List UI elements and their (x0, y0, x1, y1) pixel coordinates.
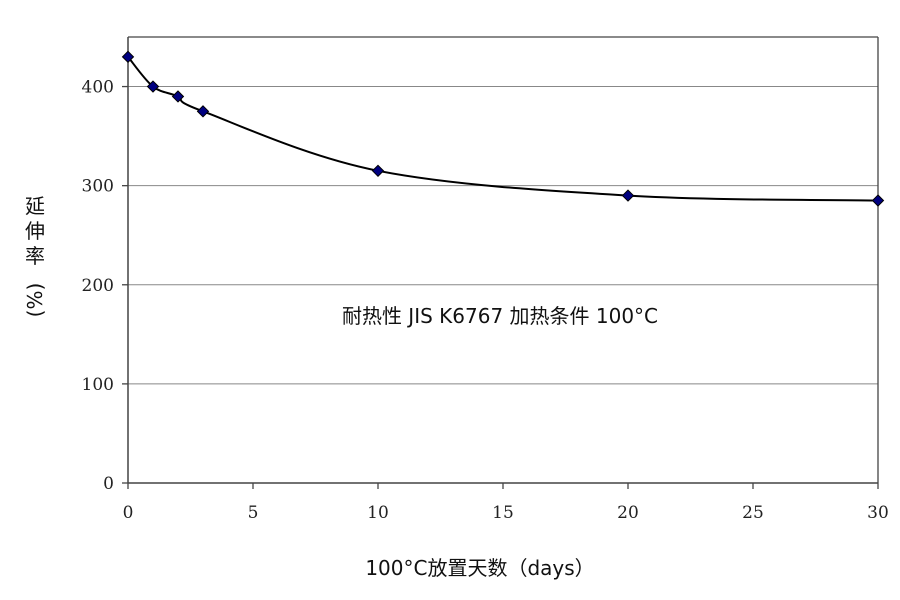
data-markers (121, 50, 885, 207)
grid-lines (128, 86, 878, 385)
data-point-0 (121, 50, 135, 64)
y-axis-label-char-3: 率 (25, 244, 45, 268)
axes (122, 36, 879, 489)
y-tick-label-0: 0 (103, 474, 114, 494)
data-point-2 (171, 90, 185, 103)
x-tick-label-15: 15 (492, 503, 514, 523)
y-tick-labels: 0 100 200 300 400 (82, 78, 114, 494)
x-tick-label-5: 5 (248, 503, 259, 523)
data-point-20 (621, 189, 635, 202)
x-tick-label-25: 25 (742, 503, 764, 523)
y-axis-label: 延 伸 率 (%) (23, 194, 47, 317)
x-tick-label-20: 20 (617, 503, 639, 523)
y-tick-label-300: 300 (82, 177, 114, 197)
y-tick-label-100: 100 (82, 375, 114, 395)
x-tick-label-10: 10 (367, 503, 389, 523)
x-tick-label-30: 30 (867, 503, 889, 523)
data-point-1 (146, 80, 160, 93)
x-axis-label: 100°C放置天数（days） (365, 556, 594, 580)
chart-annotation: 耐热性 JIS K6767 加热条件 100°C (342, 304, 658, 328)
data-point-10 (371, 164, 385, 178)
data-series (127, 56, 879, 202)
y-axis-label-char-1: 延 (25, 194, 45, 218)
series-line-0 (127, 56, 879, 202)
y-tick-label-400: 400 (82, 78, 114, 98)
y-tick-label-200: 200 (82, 276, 114, 296)
y-axis-label-char-2: 伸 (25, 219, 45, 243)
x-tick-label-0: 0 (123, 503, 134, 523)
x-tick-labels: 0 5 10 15 20 25 30 (123, 503, 889, 523)
data-point-30 (871, 194, 885, 207)
y-axis-label-unit: (%) (23, 283, 47, 318)
data-point-3 (196, 105, 210, 118)
